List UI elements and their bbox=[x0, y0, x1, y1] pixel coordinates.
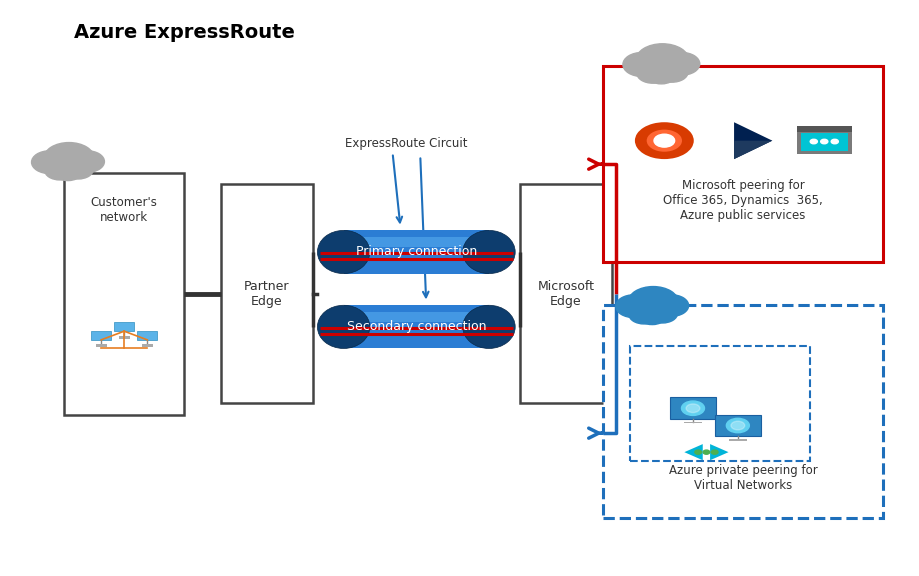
Circle shape bbox=[636, 63, 668, 83]
FancyBboxPatch shape bbox=[796, 126, 851, 154]
Wedge shape bbox=[634, 122, 693, 159]
FancyBboxPatch shape bbox=[91, 331, 111, 340]
Circle shape bbox=[622, 52, 661, 77]
Text: Microsoft peering for
Office 365, Dynamics  365,
Azure public services: Microsoft peering for Office 365, Dynami… bbox=[663, 179, 822, 222]
FancyBboxPatch shape bbox=[119, 336, 130, 339]
Text: Primary connection: Primary connection bbox=[356, 245, 476, 257]
FancyBboxPatch shape bbox=[142, 344, 153, 347]
FancyBboxPatch shape bbox=[796, 126, 851, 132]
Circle shape bbox=[54, 163, 82, 181]
FancyBboxPatch shape bbox=[669, 397, 715, 419]
FancyBboxPatch shape bbox=[137, 331, 157, 340]
Polygon shape bbox=[709, 444, 728, 460]
Polygon shape bbox=[684, 444, 702, 460]
Circle shape bbox=[731, 421, 744, 430]
Circle shape bbox=[810, 139, 816, 144]
FancyBboxPatch shape bbox=[343, 305, 489, 348]
Circle shape bbox=[70, 151, 105, 172]
Circle shape bbox=[635, 44, 688, 77]
Circle shape bbox=[653, 134, 674, 147]
Polygon shape bbox=[733, 141, 772, 159]
Circle shape bbox=[44, 143, 95, 175]
Circle shape bbox=[628, 287, 678, 318]
Text: Microsoft
Edge: Microsoft Edge bbox=[537, 280, 594, 308]
Circle shape bbox=[653, 295, 688, 316]
Ellipse shape bbox=[462, 305, 515, 348]
FancyBboxPatch shape bbox=[343, 230, 489, 274]
Ellipse shape bbox=[317, 230, 369, 274]
Circle shape bbox=[820, 139, 827, 144]
FancyBboxPatch shape bbox=[602, 305, 882, 518]
FancyBboxPatch shape bbox=[64, 173, 184, 415]
Circle shape bbox=[629, 305, 659, 324]
Text: Azure ExpressRoute: Azure ExpressRoute bbox=[74, 23, 294, 42]
Text: Azure private peering for
Virtual Networks: Azure private peering for Virtual Networ… bbox=[668, 464, 816, 492]
Text: ExpressRoute Circuit: ExpressRoute Circuit bbox=[345, 137, 467, 150]
FancyBboxPatch shape bbox=[114, 322, 134, 331]
Circle shape bbox=[646, 304, 676, 323]
Circle shape bbox=[638, 307, 665, 325]
Circle shape bbox=[663, 52, 699, 75]
Circle shape bbox=[62, 160, 93, 179]
Wedge shape bbox=[646, 130, 681, 151]
FancyBboxPatch shape bbox=[683, 422, 701, 423]
Text: Partner
Edge: Partner Edge bbox=[244, 280, 289, 308]
Circle shape bbox=[702, 450, 709, 454]
FancyBboxPatch shape bbox=[343, 237, 489, 247]
Circle shape bbox=[45, 161, 75, 180]
Circle shape bbox=[655, 62, 687, 82]
FancyBboxPatch shape bbox=[630, 346, 809, 461]
Circle shape bbox=[646, 65, 675, 84]
FancyBboxPatch shape bbox=[602, 66, 882, 262]
Polygon shape bbox=[733, 122, 772, 159]
FancyBboxPatch shape bbox=[714, 415, 760, 437]
Ellipse shape bbox=[462, 230, 515, 274]
FancyBboxPatch shape bbox=[519, 184, 611, 403]
FancyBboxPatch shape bbox=[728, 439, 746, 441]
Circle shape bbox=[694, 450, 700, 454]
Text: Customer's
network: Customer's network bbox=[91, 196, 157, 224]
Circle shape bbox=[615, 295, 652, 317]
Circle shape bbox=[681, 401, 704, 415]
FancyBboxPatch shape bbox=[800, 133, 846, 151]
FancyBboxPatch shape bbox=[96, 344, 107, 347]
Circle shape bbox=[830, 139, 837, 144]
FancyBboxPatch shape bbox=[221, 184, 312, 403]
FancyBboxPatch shape bbox=[343, 312, 489, 321]
Text: Secondary connection: Secondary connection bbox=[346, 320, 485, 332]
Circle shape bbox=[31, 151, 68, 173]
Circle shape bbox=[726, 418, 749, 433]
Circle shape bbox=[710, 450, 717, 454]
Circle shape bbox=[686, 404, 699, 412]
Ellipse shape bbox=[317, 305, 369, 348]
